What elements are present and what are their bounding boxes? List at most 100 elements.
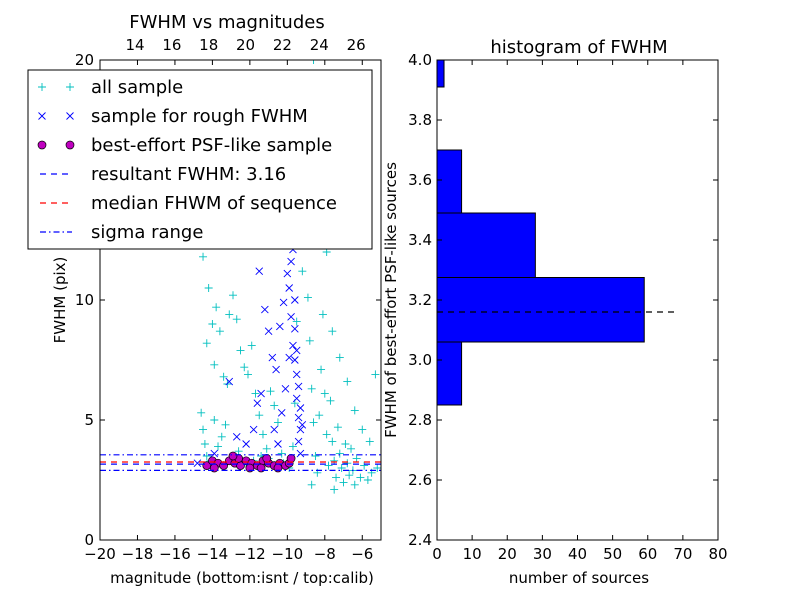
point-all-sample xyxy=(311,452,320,460)
histogram-axes: 0 10 20 30 40 50 60 70 80 2.4 2.6 2.8 3.0 3.2 3.4 3.6 3.… xyxy=(408,51,727,563)
point-all-sample xyxy=(212,303,221,312)
point-sample-for-rough-fwhm xyxy=(298,420,307,429)
point-sample-for-rough-fwhm xyxy=(294,382,303,391)
legend-label: best-effort PSF-like sample xyxy=(91,135,332,156)
point-sample-for-rough-fwhm xyxy=(289,341,297,350)
point-all-sample xyxy=(335,449,344,458)
y-tick-label: 2.8 xyxy=(408,411,432,429)
y-tick-label: 4.0 xyxy=(408,51,432,69)
point-all-sample xyxy=(215,327,224,336)
point-sample-for-rough-fwhm xyxy=(287,312,295,321)
point-sample-for-rough-fwhm xyxy=(294,413,303,422)
scatter-x-axis-label: magnitude (bottom:isnt / top:calib) xyxy=(110,569,374,587)
point-sample-for-rough-fwhm xyxy=(296,425,305,434)
y-tick-label: 10 xyxy=(75,291,94,309)
y-tick-label: 2.6 xyxy=(408,471,432,489)
point-all-sample xyxy=(309,418,318,427)
point-all-sample xyxy=(258,430,267,439)
point-all-sample xyxy=(320,389,329,398)
point-sample-for-rough-fwhm xyxy=(232,432,241,441)
point-all-sample xyxy=(343,377,352,386)
y-tick-label: 3.8 xyxy=(408,111,432,129)
point-all-sample xyxy=(337,464,346,472)
histogram-bar xyxy=(436,341,463,406)
legend-label: median FHWM of sequence xyxy=(91,193,337,214)
x-tick-label: −6 xyxy=(351,545,373,563)
point-all-sample xyxy=(330,456,339,465)
point-sample-for-rough-fwhm xyxy=(285,284,294,292)
point-all-sample xyxy=(360,461,369,470)
point-all-sample xyxy=(204,284,213,292)
point-sample-for-rough-fwhm xyxy=(291,296,299,304)
point-all-sample xyxy=(333,423,342,432)
x-tick-label: −20 xyxy=(84,545,116,563)
point-sample-for-rough-fwhm xyxy=(296,449,305,458)
x-tick-label: 40 xyxy=(568,545,587,563)
scatter-axes: −20 −18 −16 −14 −12 −10 −8 −6 14 16 18 20 22 24 26 0 5 10… xyxy=(75,36,381,563)
point-sample-for-rough-fwhm xyxy=(277,408,286,417)
point-sample-for-rough-fwhm xyxy=(225,377,234,386)
point-all-sample xyxy=(350,480,359,489)
point-sample-for-rough-fwhm xyxy=(294,437,303,446)
legend-label: resultant FWHM: 3.16 xyxy=(91,164,286,185)
x-tick-label: 80 xyxy=(708,545,727,563)
point-sample-for-rough-fwhm xyxy=(287,257,295,266)
point-all-sample xyxy=(305,336,314,345)
point-all-sample xyxy=(328,327,337,336)
legend-swatch xyxy=(65,140,75,150)
x-tick-label: 0 xyxy=(432,545,442,563)
point-all-sample xyxy=(240,363,249,372)
point-all-sample xyxy=(197,408,206,417)
point-sample-for-rough-fwhm xyxy=(253,399,262,408)
point-all-sample xyxy=(365,437,374,446)
point-all-sample xyxy=(356,473,365,482)
point-sample-for-rough-fwhm xyxy=(274,440,282,448)
point-all-sample xyxy=(234,447,243,456)
point-all-sample xyxy=(255,411,264,420)
point-best-effort-psf-like-sample xyxy=(262,454,272,463)
point-all-sample xyxy=(270,401,279,410)
y-tick-label: 3.0 xyxy=(408,351,432,369)
x-tick-label: −16 xyxy=(159,545,191,563)
point-all-sample xyxy=(219,372,228,381)
point-all-sample xyxy=(199,252,208,261)
histogram-bar xyxy=(436,149,463,214)
point-all-sample xyxy=(373,464,381,472)
point-sample-for-rough-fwhm xyxy=(296,404,305,412)
point-all-sample xyxy=(371,370,380,379)
point-all-sample xyxy=(303,293,312,302)
point-all-sample xyxy=(292,317,301,326)
point-sample-for-rough-fwhm xyxy=(268,353,277,362)
point-all-sample xyxy=(341,440,350,448)
legend-swatch xyxy=(37,140,47,150)
point-all-sample xyxy=(225,310,234,319)
scatter-y-axis-label: FWHM (pix) xyxy=(51,257,69,344)
point-all-sample xyxy=(214,442,223,451)
histogram-panel: 0 10 20 30 40 50 60 70 80 2.4 2.6 2.8 3.0 3.2 3.4 3.6 3.… xyxy=(382,37,728,587)
x-tick-label: 30 xyxy=(533,545,552,563)
x-tick-label: −14 xyxy=(197,545,229,563)
point-sample-for-rough-fwhm xyxy=(210,449,219,458)
scatter-panel: −20 −18 −16 −14 −12 −10 −8 −6 14 16 18 20 22 24 26 0 5 10… xyxy=(27,12,382,587)
point-all-sample xyxy=(298,267,307,276)
point-all-sample xyxy=(332,473,341,482)
point-all-sample xyxy=(330,485,339,494)
point-all-sample xyxy=(339,478,348,487)
point-all-sample xyxy=(229,291,238,300)
point-all-sample xyxy=(307,480,316,489)
legend-entries: all sample sample for rough FWHM best-effo… xyxy=(37,77,337,243)
point-all-sample xyxy=(277,449,286,458)
point-all-sample xyxy=(326,396,335,405)
top-x-tick-label: 22 xyxy=(273,36,292,54)
point-all-sample xyxy=(288,442,297,451)
scatter-title: FWHM vs magnitudes xyxy=(129,12,324,33)
top-x-tick-label: 14 xyxy=(125,36,144,54)
point-sample-for-rough-fwhm xyxy=(292,394,301,403)
point-all-sample xyxy=(262,444,271,453)
legend-label: sigma range xyxy=(91,222,203,243)
point-all-sample xyxy=(335,353,344,362)
histogram-bar xyxy=(436,59,445,88)
x-tick-label: −12 xyxy=(234,545,266,563)
x-tick-label: 70 xyxy=(673,545,692,563)
point-sample-for-rough-fwhm xyxy=(264,327,273,336)
